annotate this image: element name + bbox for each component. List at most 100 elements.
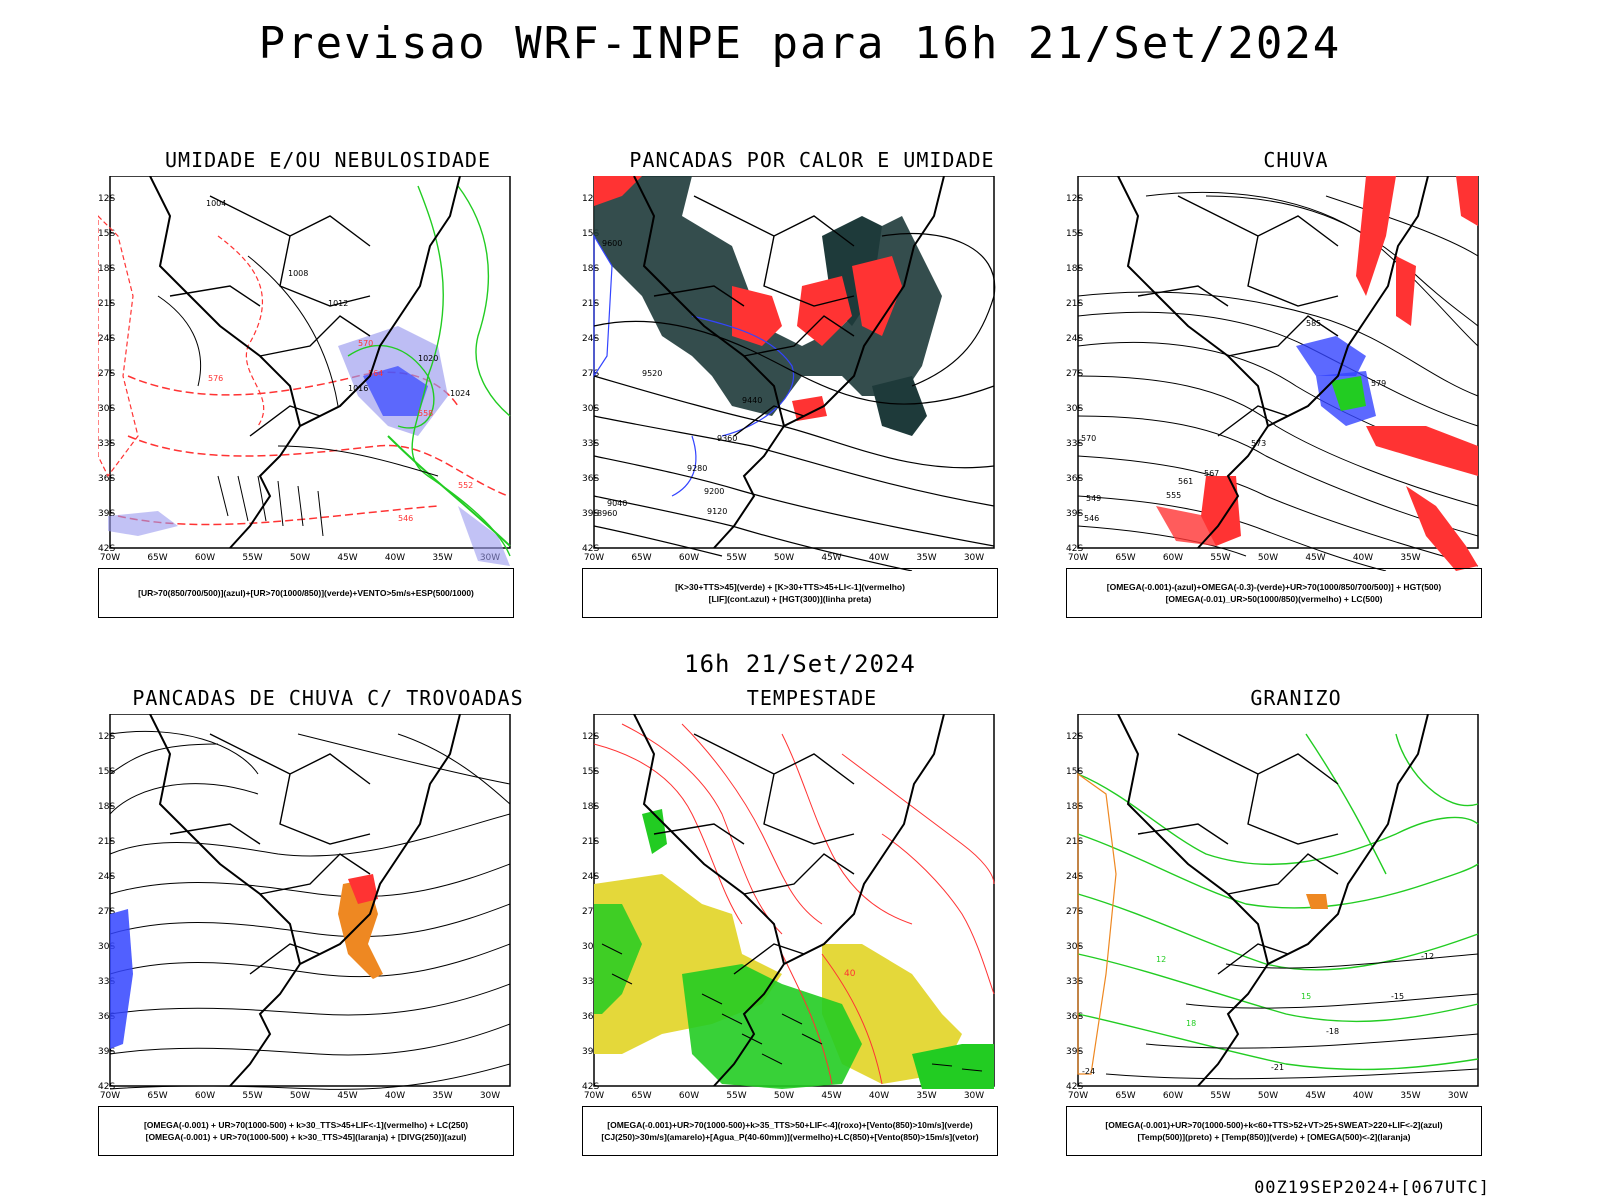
contour-label: 558	[418, 409, 433, 418]
lon-label: 55W	[726, 1091, 746, 1101]
contour-label: 1004	[206, 199, 226, 208]
contour-label: 579	[1371, 379, 1386, 388]
legend-line: [K>30+TTS>45](verde) + [K>30+TTS>45+LI<-…	[675, 582, 905, 592]
contour-label: 552	[458, 481, 473, 490]
contour-label: 15	[1301, 992, 1311, 1001]
lon-label: 65W	[1115, 553, 1135, 563]
lon-label: 35W	[916, 1091, 936, 1101]
lat-label: 39S	[1066, 509, 1083, 519]
lat-label: 15S	[1066, 767, 1083, 777]
map-border	[109, 714, 511, 1087]
lon-label: 60W	[195, 1091, 215, 1101]
lon-label: 70W	[584, 553, 604, 563]
contour-label: 40	[844, 969, 856, 979]
lon-label: 30W	[1448, 1091, 1468, 1101]
lat-label: 42S	[1066, 544, 1083, 554]
page-title: Previsao WRF-INPE para 16h 21/Set/2024	[258, 18, 1342, 69]
contour-label: 570	[358, 339, 373, 348]
contour-label: -12	[1421, 952, 1434, 961]
lat-label: 18S	[1066, 264, 1083, 274]
lon-label: 50W	[290, 553, 310, 563]
coastline	[1117, 176, 1429, 549]
lon-label: 40W	[1353, 1091, 1373, 1101]
coastline	[149, 176, 461, 549]
panel-umidade: UMIDADE E/OU NEBULOSIDADE 12S 15S 18S 21S 24…	[98, 148, 558, 618]
lat-label: 33S	[98, 439, 115, 449]
lon-label: 55W	[726, 553, 746, 563]
contour-label: 546	[1084, 514, 1099, 523]
lon-label: 60W	[1163, 1091, 1183, 1101]
lat-label: 30S	[582, 942, 599, 952]
lat-label: 21S	[1066, 837, 1083, 847]
lat-label: 15S	[582, 229, 599, 239]
coastline	[633, 176, 945, 549]
lon-label: 45W	[1305, 553, 1325, 563]
lon-label: 65W	[631, 1091, 651, 1101]
contour-label: 9600	[602, 239, 622, 248]
lat-label: 36S	[98, 474, 115, 484]
panel-legend: [K>30+TTS>45](verde) + [K>30+TTS>45+LI<-…	[582, 568, 998, 618]
contour-label: 546	[398, 514, 413, 523]
contour-label: -24	[1082, 1067, 1095, 1076]
lon-label: 35W	[432, 553, 452, 563]
lon-label: 35W	[432, 1091, 452, 1101]
lat-label: 15S	[98, 229, 115, 239]
lat-label: 18S	[98, 802, 115, 812]
contour-label: 9520	[642, 369, 662, 378]
lon-label: 40W	[385, 553, 405, 563]
lon-label: 70W	[100, 1091, 120, 1101]
panel-title: PANCADAS POR CALOR E UMIDADE	[629, 148, 995, 172]
lat-label: 21S	[582, 837, 599, 847]
lon-label: 55W	[242, 1091, 262, 1101]
map-border	[1077, 714, 1479, 1087]
panel-title: CHUVA	[1263, 148, 1329, 172]
panel-trovoadas: PANCADAS DE CHUVA C/ TROVOADAS 12S 15S 18S…	[98, 686, 558, 1156]
lon-label: 70W	[100, 553, 120, 563]
lat-label: 30S	[98, 404, 115, 414]
contour-label: 1024	[450, 389, 470, 398]
lat-label: 30S	[98, 942, 115, 952]
lon-label: 40W	[385, 1091, 405, 1101]
lat-label: 24S	[98, 334, 115, 344]
legend-line: [Temp(500)](preto) + [Temp(850)](verde) …	[1137, 1132, 1411, 1142]
panel-granizo: GRANIZO 12S 15S 18S 21S 24S 27S 30S 33S 36S 39S 42…	[1066, 686, 1526, 1156]
lon-label: 35W	[1400, 553, 1420, 563]
lat-label: 18S	[582, 802, 599, 812]
contour-label: 9280	[687, 464, 707, 473]
map-border	[1077, 176, 1479, 549]
contour-label: 1008	[288, 269, 308, 278]
lon-label: 60W	[679, 553, 699, 563]
contour-label: 555	[1166, 491, 1181, 500]
contour-label: -15	[1391, 992, 1404, 1001]
lat-label: 21S	[1066, 299, 1083, 309]
contour-label: 9360	[717, 434, 737, 443]
lat-label: 39S	[1066, 1047, 1083, 1057]
state-borders	[653, 733, 855, 975]
lat-label: 42S	[1066, 1082, 1083, 1092]
lat-label: 36S	[1066, 1012, 1083, 1022]
middle-date-label: 16h 21/Set/2024	[684, 650, 916, 678]
contour-label: 1020	[418, 354, 438, 363]
panel-title: PANCADAS DE CHUVA C/ TROVOADAS	[132, 686, 524, 710]
lat-label: 33S	[582, 977, 599, 987]
lat-label: 12S	[98, 194, 115, 204]
legend-line: [LIF](cont.azul) + [HGT(300)](linha pret…	[708, 594, 872, 604]
lon-label: 30W	[964, 1091, 984, 1101]
lat-label: 12S	[98, 732, 115, 742]
lon-label: 70W	[584, 1091, 604, 1101]
lat-label: 39S	[582, 1047, 599, 1057]
lon-label: 65W	[147, 553, 167, 563]
lat-label: 33S	[582, 439, 599, 449]
lon-label: 65W	[1115, 1091, 1135, 1101]
lon-label: 30W	[964, 553, 984, 563]
lat-label: 39S	[582, 509, 599, 519]
legend-line: [CJ(250)>30m/s](amarelo)+[Agua_P(40-60mm…	[601, 1132, 979, 1142]
lat-label: 27S	[582, 907, 599, 917]
coastline	[1117, 714, 1429, 1087]
lon-label: 50W	[774, 1091, 794, 1101]
lat-label: 21S	[582, 299, 599, 309]
